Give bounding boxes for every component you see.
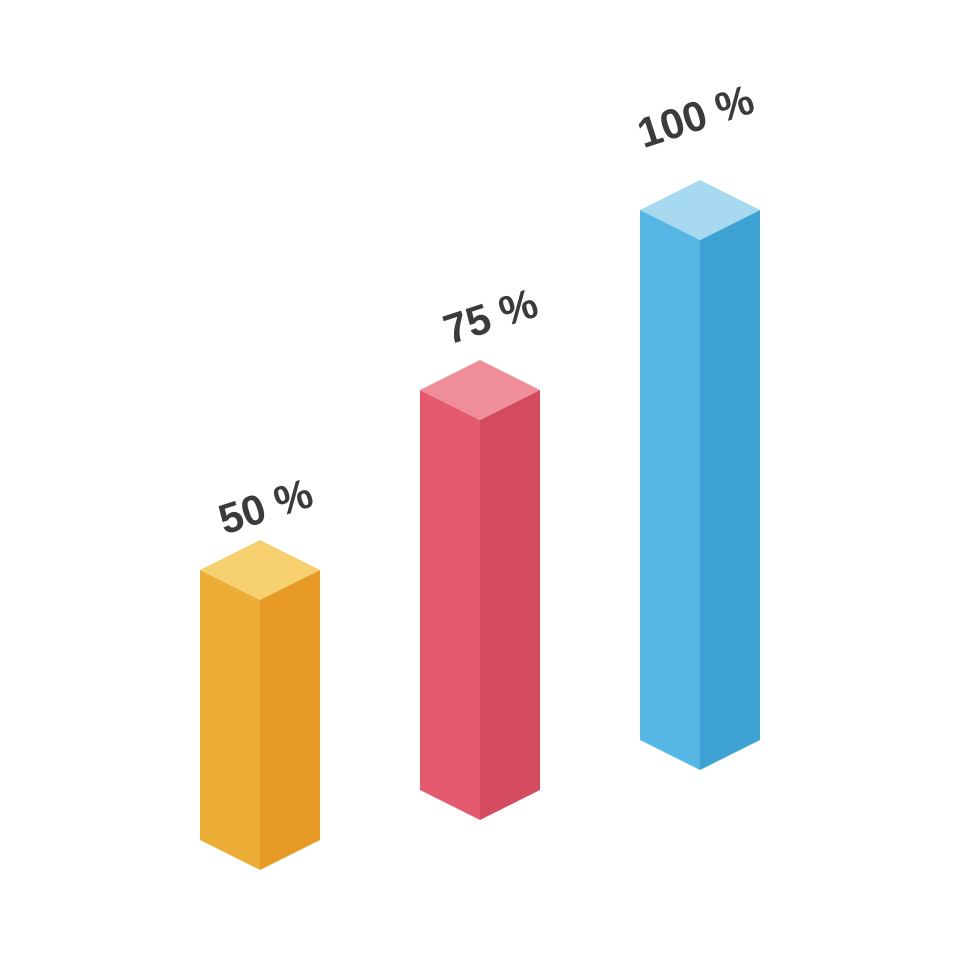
bar-1-left-face [200,570,260,870]
bar-2 [420,360,540,820]
bar-3 [640,180,760,770]
bar-1-right-face [260,570,320,870]
bar-3-left-face [640,210,700,770]
bar-2-label: 75 % [438,279,544,353]
isometric-bar-chart: 50 % 75 % 100 % [0,0,980,980]
bar-1-label: 50 % [213,469,319,543]
bar-3-label: 100 % [632,75,760,157]
bar-2-left-face [420,390,480,820]
bar-2-right-face [480,390,540,820]
bar-3-right-face [700,210,760,770]
bar-1 [200,540,320,870]
